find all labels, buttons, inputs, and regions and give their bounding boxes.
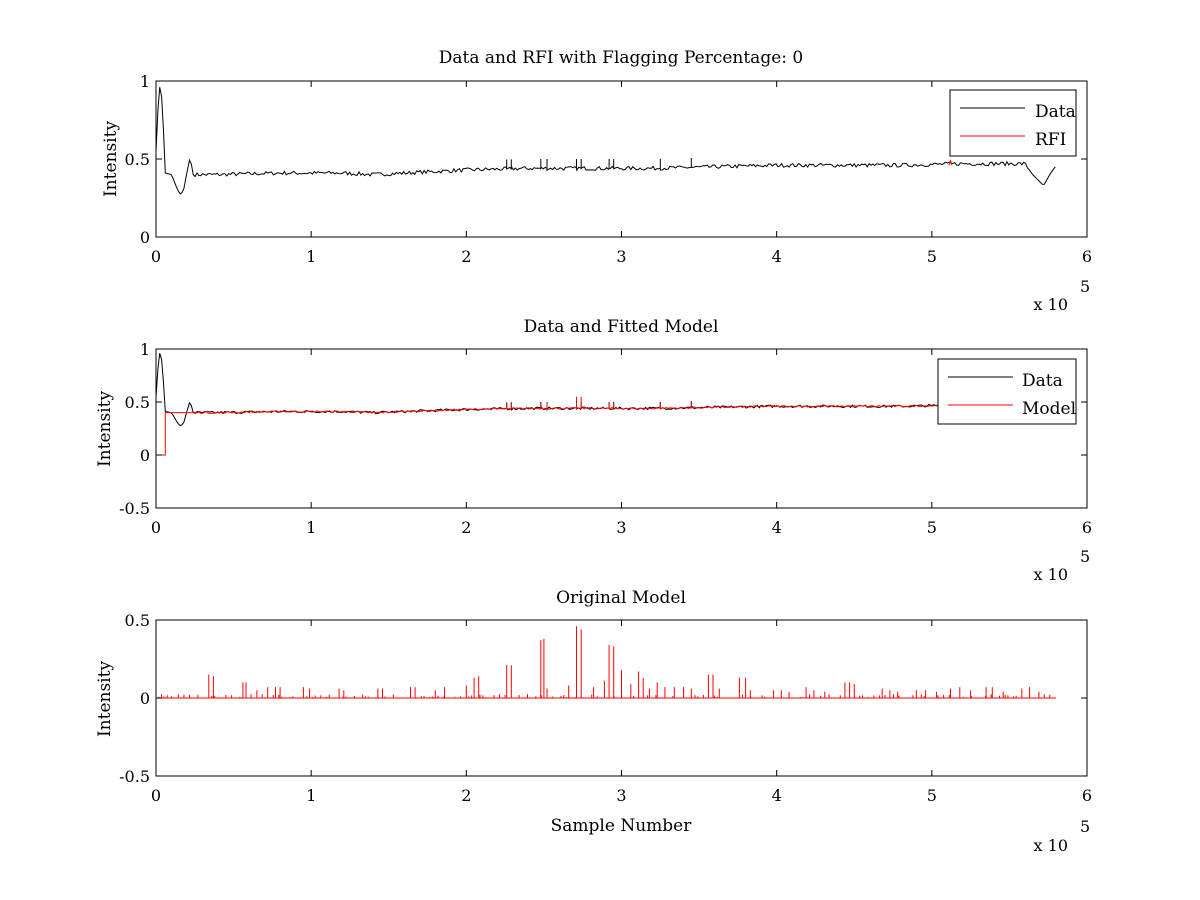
x-tick-label: 3	[616, 518, 626, 537]
panel-2-legend: Data Model	[937, 358, 1077, 425]
panel-3-x-exponent: x 10	[1034, 836, 1068, 855]
panel-1-legend-label-data: Data	[1035, 102, 1076, 122]
x-tick-label: 0	[151, 786, 161, 805]
panel-3-ylabel: Intensity	[95, 661, 115, 737]
panel-2-ylabel: Intensity	[95, 391, 115, 467]
y-tick-label: -0.5	[119, 767, 150, 786]
x-tick-label: 6	[1082, 786, 1092, 805]
panel-3-title: Original Model	[556, 588, 686, 608]
x-tick-label: 6	[1082, 247, 1092, 266]
panel-3-xlabel: Sample Number	[551, 816, 693, 836]
panel-1-x-exponent-power: 5	[1080, 277, 1090, 296]
panel-2-legend-label-model: Model	[1022, 399, 1076, 419]
panel-2-legend-label-data: Data	[1022, 371, 1063, 391]
y-tick-label: 0	[140, 446, 150, 465]
x-tick-label: 4	[772, 247, 782, 266]
panel-1-legend-label-rfi: RFI	[1035, 130, 1066, 150]
x-tick-label: 1	[306, 518, 316, 537]
y-tick-label: 0.5	[125, 150, 150, 169]
x-tick-label: 3	[616, 786, 626, 805]
panel-2-ticks: 0 1 2 3 4 5 6-0.500.51	[119, 340, 1092, 537]
x-tick-label: 2	[461, 786, 471, 805]
panel-1-lines	[155, 87, 1056, 195]
panel-2: Data and Fitted Model Intensity 0 1 2 3 4 5 6 -…	[95, 317, 1092, 584]
x-tick-label: 0	[151, 518, 161, 537]
panel-3-x-exponent-power: 5	[1080, 817, 1090, 836]
x-tick-label: 4	[772, 786, 782, 805]
panel-1-axes-box	[155, 80, 1088, 238]
series-line-model	[156, 396, 1056, 456]
y-tick-label: 0	[140, 228, 150, 247]
x-tick-label: 2	[461, 518, 471, 537]
x-tick-label: 1	[306, 786, 316, 805]
x-tick-label: 3	[616, 247, 626, 266]
y-tick-label: 0.5	[125, 611, 150, 630]
panel-1-x-exponent: x 10	[1034, 295, 1068, 314]
x-tick-label: 2	[461, 247, 471, 266]
y-tick-label: -0.5	[119, 499, 150, 518]
series-line-data	[155, 87, 1056, 195]
panel-1-legend: Data RFI	[949, 89, 1077, 157]
x-tick-label: 0	[151, 247, 161, 266]
series-line-rfi	[948, 159, 953, 166]
panel-1-legend-box	[949, 89, 1077, 157]
panel-2-x-exponent: x 10	[1034, 565, 1068, 584]
y-tick-label: 1	[140, 72, 150, 91]
panel-1: Data and RFI with Flagging Percentage: 0…	[101, 48, 1092, 314]
x-tick-label: 1	[306, 247, 316, 266]
x-tick-label: 4	[772, 518, 782, 537]
panel-3-axes-box	[155, 619, 1088, 777]
panel-3: Original Model Intensity 0 1 2 3 4 5 6-0.500.5…	[95, 588, 1092, 855]
panel-2-lines	[155, 353, 1056, 456]
y-tick-label: 0.5	[125, 393, 150, 412]
panel-2-legend-box	[937, 358, 1077, 425]
y-tick-label: 0	[140, 689, 150, 708]
x-tick-label: 5	[927, 247, 937, 266]
panel-3-lines	[155, 626, 1056, 699]
x-tick-label: 5	[927, 786, 937, 805]
panel-2-x-exponent-power: 5	[1080, 547, 1090, 566]
panel-1-ylabel: Intensity	[101, 121, 121, 197]
panel-2-title: Data and Fitted Model	[524, 317, 719, 337]
panel-2-axes-box	[155, 348, 1088, 509]
y-tick-label: 1	[140, 340, 150, 359]
series-line-original-model	[155, 626, 1056, 699]
x-tick-label: 6	[1082, 518, 1092, 537]
x-tick-label: 5	[927, 518, 937, 537]
panel-1-title: Data and RFI with Flagging Percentage: 0	[439, 48, 803, 68]
